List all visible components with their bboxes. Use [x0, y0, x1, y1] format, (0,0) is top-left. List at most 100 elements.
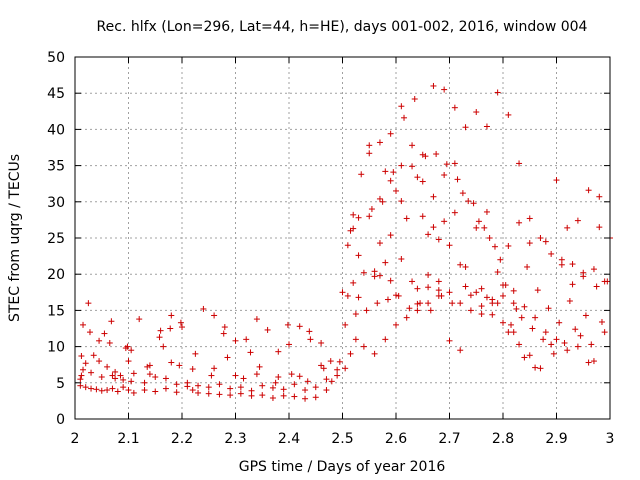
data-point — [336, 358, 343, 365]
data-point — [82, 384, 89, 391]
x-tick-label: 2.8 — [492, 431, 514, 447]
data-point — [548, 250, 555, 257]
data-point — [152, 374, 159, 381]
data-point — [435, 236, 442, 243]
data-point — [167, 325, 174, 332]
data-point — [457, 300, 464, 307]
data-point — [598, 318, 605, 325]
data-point — [494, 89, 501, 96]
data-point — [475, 218, 482, 225]
data-point — [157, 327, 164, 334]
data-point — [371, 350, 378, 357]
data-point — [478, 311, 485, 318]
data-point — [491, 243, 498, 250]
data-point — [347, 227, 354, 234]
data-point — [162, 385, 169, 392]
data-point — [114, 388, 121, 395]
data-point — [489, 311, 496, 318]
data-point — [374, 300, 381, 307]
data-point — [371, 273, 378, 280]
data-point — [425, 284, 432, 291]
data-point — [216, 381, 223, 388]
data-point — [205, 384, 212, 391]
data-point — [302, 395, 309, 402]
data-point — [419, 178, 426, 185]
data-point — [574, 343, 581, 350]
data-point — [286, 341, 292, 348]
data-point — [128, 378, 135, 385]
data-point — [433, 151, 440, 158]
data-point — [524, 263, 531, 270]
data-point — [414, 285, 421, 292]
data-point — [430, 224, 437, 231]
data-point — [550, 350, 557, 357]
data-point — [376, 195, 383, 202]
data-point — [296, 373, 303, 380]
data-point — [398, 162, 405, 169]
data-point — [580, 269, 587, 276]
data-point — [109, 372, 116, 379]
data-point — [588, 341, 595, 348]
data-point — [513, 305, 520, 312]
data-point — [176, 362, 183, 369]
data-point — [529, 325, 536, 332]
data-point — [556, 319, 563, 326]
data-point — [376, 139, 383, 146]
data-point — [247, 349, 254, 356]
data-point — [350, 211, 357, 218]
data-point — [387, 232, 394, 239]
data-point — [457, 261, 464, 268]
data-point — [459, 190, 466, 197]
data-point — [384, 296, 391, 303]
data-point — [601, 329, 608, 336]
data-point — [360, 343, 367, 350]
y-tick-label: 20 — [47, 267, 65, 283]
data-point — [494, 300, 501, 307]
data-point — [430, 82, 437, 89]
data-point — [462, 263, 469, 270]
data-point — [189, 366, 196, 373]
data-point — [307, 336, 314, 343]
x-tick-label: 2.5 — [331, 431, 353, 447]
data-point — [430, 193, 437, 200]
data-point — [112, 375, 119, 382]
data-point — [86, 329, 93, 336]
data-point — [264, 326, 271, 333]
data-point — [593, 283, 600, 290]
data-point — [355, 294, 362, 301]
data-point — [414, 174, 421, 181]
data-point — [441, 86, 448, 93]
data-point — [540, 336, 547, 343]
data-point — [320, 365, 327, 372]
data-point — [451, 160, 458, 167]
data-point — [328, 378, 335, 385]
data-point — [393, 292, 399, 299]
x-tick-label: 3 — [606, 431, 615, 447]
data-point — [537, 365, 544, 372]
data-point — [441, 218, 448, 225]
data-point — [227, 392, 234, 399]
data-point — [497, 256, 504, 263]
data-point — [280, 386, 287, 393]
data-point — [125, 387, 132, 394]
data-point — [318, 339, 325, 346]
data-point — [449, 300, 456, 307]
data-point — [184, 379, 191, 386]
data-point — [422, 153, 429, 160]
data-point — [545, 305, 552, 312]
data-point — [360, 269, 367, 276]
data-point — [352, 311, 359, 318]
data-point — [104, 387, 111, 394]
data-point — [256, 363, 263, 370]
data-point — [510, 300, 517, 307]
data-point — [146, 362, 153, 369]
data-point — [577, 332, 584, 339]
data-point — [371, 268, 378, 275]
data-point — [272, 379, 279, 386]
data-point — [96, 337, 103, 344]
data-point — [465, 198, 472, 205]
data-point — [220, 330, 227, 337]
data-point — [259, 382, 266, 389]
data-point — [144, 363, 151, 370]
data-point — [77, 382, 84, 389]
